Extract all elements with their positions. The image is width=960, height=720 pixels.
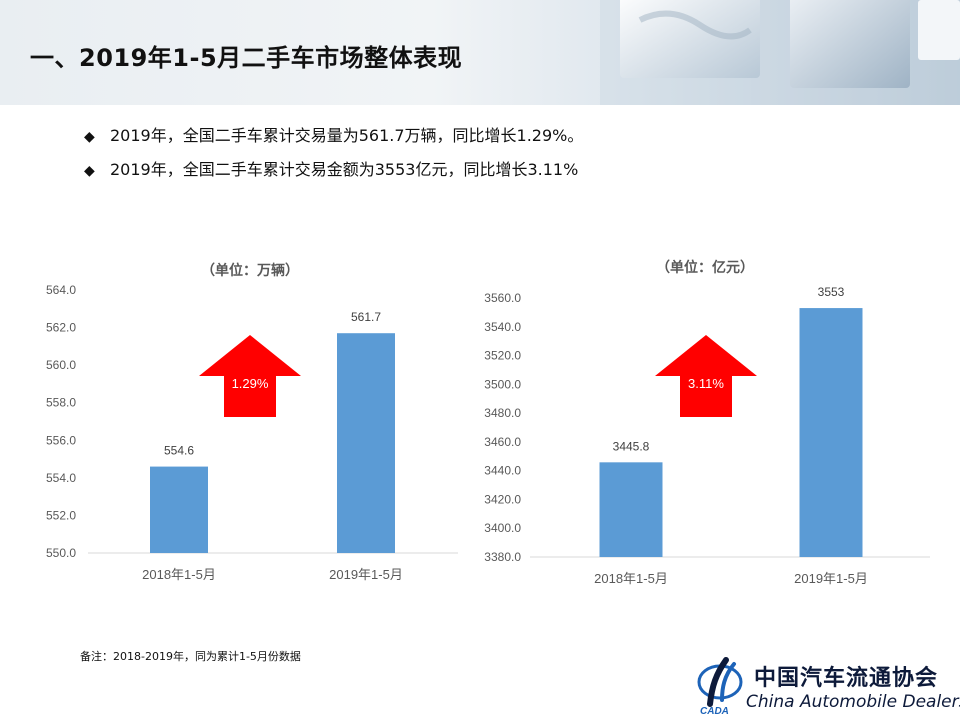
data-label: 561.7	[351, 310, 381, 324]
logo-name-en: China Automobile Dealers	[746, 692, 960, 712]
y-tick-label: 564.0	[46, 283, 76, 297]
y-tick-label: 562.0	[46, 321, 76, 335]
y-tick-label: 3440.0	[484, 464, 521, 478]
header-banner: 一、2019年1-5月二手车市场整体表现	[0, 0, 960, 105]
y-tick-label: 554.0	[46, 471, 76, 485]
y-tick-label: 3380.0	[484, 550, 521, 564]
diamond-bullet-icon: ◆	[84, 129, 95, 145]
up-arrow-icon	[655, 335, 757, 417]
bullet-text: 2019年，全国二手车累计交易金额为3553亿元，同比增长3.11%	[110, 160, 579, 179]
y-tick-label: 3520.0	[484, 349, 521, 363]
y-tick-label: 550.0	[46, 546, 76, 560]
page-title: 一、2019年1-5月二手车市场整体表现	[30, 44, 463, 72]
y-tick-label: 3540.0	[484, 320, 521, 334]
y-tick-label: 558.0	[46, 396, 76, 410]
x-tick-label: 2019年1-5月	[329, 567, 403, 582]
up-arrow-icon	[199, 335, 301, 417]
header-decoration-image	[600, 0, 960, 105]
y-tick-label: 3560.0	[484, 291, 521, 305]
x-tick-label: 2018年1-5月	[142, 567, 216, 582]
data-label: 554.6	[164, 444, 194, 458]
x-tick-label: 2018年1-5月	[594, 571, 668, 586]
data-label: 3445.8	[613, 439, 650, 453]
arrow-percent-label: 3.11%	[688, 376, 724, 391]
cada-logo-icon: CADA	[697, 657, 743, 716]
bar	[799, 308, 863, 557]
bar	[150, 466, 208, 553]
chart-title: （单位：亿元）	[656, 259, 754, 275]
bullet-text: 2019年，全国二手车累计交易量为561.7万辆，同比增长1.29%。	[110, 126, 584, 145]
y-tick-label: 552.0	[46, 508, 76, 522]
cada-logo: CADA 中国汽车流通协会 China Automobile Dealers	[696, 656, 960, 716]
logo-mark-text: CADA	[700, 706, 729, 716]
y-tick-label: 3460.0	[484, 435, 521, 449]
y-tick-label: 560.0	[46, 358, 76, 372]
bullet-item: ◆ 2019年，全国二手车累计交易量为561.7万辆，同比增长1.29%。	[84, 122, 583, 146]
y-tick-label: 3420.0	[484, 492, 521, 506]
y-tick-label: 3400.0	[484, 521, 521, 535]
bar	[599, 462, 663, 557]
y-tick-label: 556.0	[46, 433, 76, 447]
bullet-item: ◆ 2019年，全国二手车累计交易金额为3553亿元，同比增长3.11%	[84, 156, 578, 180]
logo-name-cn: 中国汽车流通协会	[754, 666, 939, 691]
y-tick-label: 3480.0	[484, 406, 521, 420]
arrow-percent-label: 1.29%	[232, 376, 269, 391]
data-label: 3553	[818, 285, 845, 299]
diamond-bullet-icon: ◆	[84, 163, 95, 179]
footnote: 备注：2018-2019年，同为累计1-5月份数据	[80, 650, 301, 663]
y-tick-label: 3500.0	[484, 377, 521, 391]
bar	[337, 333, 395, 553]
x-tick-label: 2019年1-5月	[794, 571, 868, 586]
chart-title: （单位：万辆）	[201, 262, 299, 278]
